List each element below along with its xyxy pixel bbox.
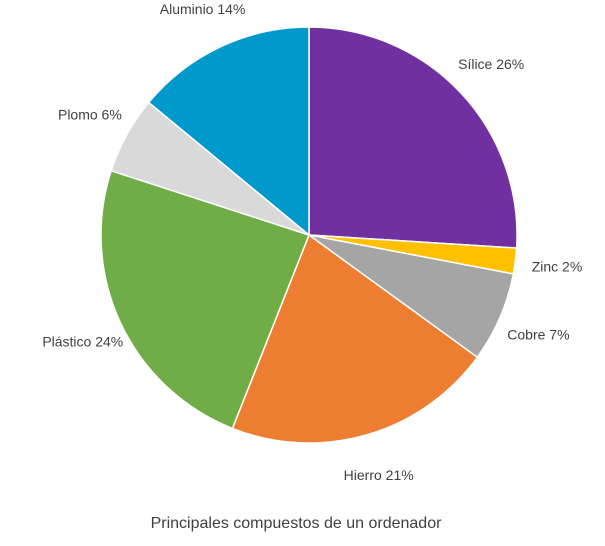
pie-slice-label-0: Sílice 26% [458,56,524,72]
chart-title: Principales compuestos de un ordenador [151,515,443,532]
slice-value: 21% [382,467,414,483]
pie-slice-label-5: Plomo 6% [58,107,122,123]
slice-value: 14% [213,1,245,17]
pie-labels: Sílice 26% Zinc 2% Cobre 7% Hierro 21% Plást… [42,1,582,483]
slice-name: Sílice [458,56,492,72]
slice-value: 26% [492,56,524,72]
slice-name: Plomo [58,107,98,123]
pie-slice-3 [231,233,479,444]
slice-name: Zinc [532,258,558,274]
pie-slice-label-3: Hierro 21% [344,467,414,483]
slice-value: 24% [91,333,123,349]
pie-slice-4 [100,169,310,430]
slice-value: 7% [545,326,569,342]
pie-slice-0 [308,26,518,249]
pie-slices [100,26,518,444]
pie-slice-label-4: Plástico 24% [42,333,123,349]
slice-name: Plástico [42,333,91,349]
slice-value: 6% [98,107,122,123]
pie-slice-label-2: Cobre 7% [507,326,569,342]
pie-slice-6 [147,26,310,237]
slice-value: 2% [558,258,582,274]
slice-name: Cobre [507,326,545,342]
slice-name: Hierro [344,467,382,483]
pie-slice-label-6: Aluminio 14% [160,1,246,17]
pie-slice-label-1: Zinc 2% [532,258,583,274]
slice-name: Aluminio [160,1,214,17]
